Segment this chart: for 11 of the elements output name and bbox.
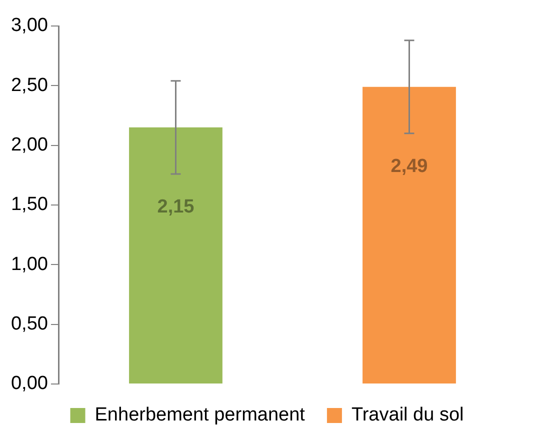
legend-label: Enherbement permanent [94, 404, 306, 426]
legend-label: Travail du sol [351, 404, 464, 426]
data-label: 2,49 [390, 156, 428, 178]
data-label: 2,15 [157, 196, 195, 218]
y-tick-label: 1,00 [10, 254, 48, 275]
y-tick-label: 2,50 [10, 74, 48, 96]
y-tick-label: 0,00 [10, 373, 48, 394]
y-tick-label: 0,50 [10, 314, 48, 335]
y-tick-label: 2,00 [10, 134, 48, 156]
y-tick-label: 1,50 [10, 194, 48, 216]
y-tick-label: 3,00 [10, 15, 48, 36]
